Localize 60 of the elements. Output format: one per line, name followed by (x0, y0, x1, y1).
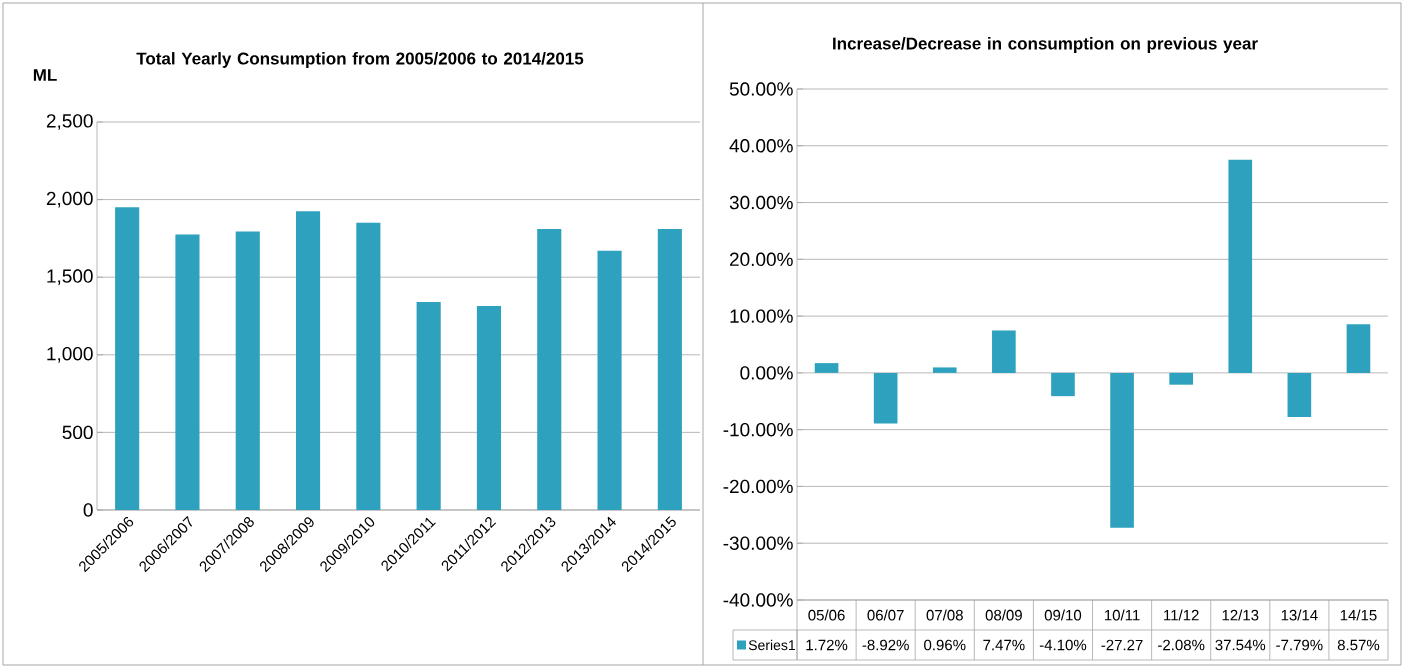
data-label: 7.47% (983, 639, 1025, 651)
y-tick-label: -10.00% (723, 422, 793, 437)
y-tick-label: 30.00% (729, 195, 793, 210)
data-label: 1.72% (806, 639, 848, 651)
y-tick-label: 40.00% (729, 139, 793, 153)
x-tick-label: 07/08 (926, 609, 963, 621)
bar (597, 250, 622, 510)
x-tick-label: 05/06 (808, 609, 845, 621)
x-tick-label: 14/15 (1340, 609, 1377, 621)
data-label: 8.57% (1337, 639, 1380, 651)
bar (537, 229, 562, 510)
bar (476, 305, 502, 510)
y-tick-label: 1,500 (47, 269, 93, 286)
bar (1110, 372, 1134, 528)
bar (296, 211, 321, 510)
y-tick-label: 50.00% (729, 82, 793, 96)
data-label: -2.08% (1158, 639, 1205, 651)
data-label: 0.96% (924, 639, 966, 651)
x-tick-label: 06/07 (867, 609, 904, 621)
data-label: -4.10% (1039, 639, 1087, 651)
legend-label: Series1 (748, 639, 795, 651)
bar (416, 302, 441, 510)
bar (1169, 372, 1193, 385)
bar (932, 367, 957, 373)
y-tick-label: 10.00% (730, 309, 793, 323)
bar (1287, 372, 1312, 418)
bar (873, 372, 898, 424)
bar (992, 330, 1016, 373)
data-label: -7.79% (1276, 639, 1323, 651)
y-tick-label: -40.00% (723, 593, 793, 607)
x-tick-label: 11/12 (1164, 609, 1199, 621)
y-tick-label: -30.00% (723, 536, 793, 550)
bar (1228, 159, 1253, 373)
bar (175, 234, 200, 510)
x-tick-label: 12/13 (1222, 609, 1259, 621)
y-tick-label: 1,000 (47, 346, 93, 363)
data-label: -8.92% (862, 639, 909, 651)
data-label: 37.54% (1215, 639, 1266, 651)
bar (235, 231, 260, 510)
y-tick-label: 2,500 (46, 114, 93, 130)
x-tick-label: 13/14 (1281, 609, 1318, 621)
x-tick-label: 08/09 (985, 609, 1022, 621)
bar (1051, 372, 1075, 397)
bar (115, 207, 140, 510)
y-tick-label: 2,000 (46, 191, 93, 208)
bar (814, 363, 839, 373)
y-tick-label: 0.00% (740, 366, 793, 380)
y-tick-label: 20.00% (729, 252, 793, 267)
bar (657, 229, 682, 510)
bar (1346, 324, 1371, 373)
x-tick-label: 09/10 (1044, 609, 1082, 621)
chart-title: Total Yearly Consumption from 2005/2006 to 2014/2015 (136, 52, 584, 68)
chart-title: Increase/Decrease in consumption on previous year (833, 37, 1258, 53)
x-tick-label: 10/11 (1104, 609, 1140, 621)
y-tick-label: 500 (62, 425, 93, 440)
y-axis-title: ML (33, 69, 57, 81)
data-label: -27.27 (1101, 639, 1143, 651)
bar (356, 222, 381, 510)
y-tick-label: -20.00% (723, 479, 793, 494)
y-tick-label: 0 (83, 503, 93, 517)
